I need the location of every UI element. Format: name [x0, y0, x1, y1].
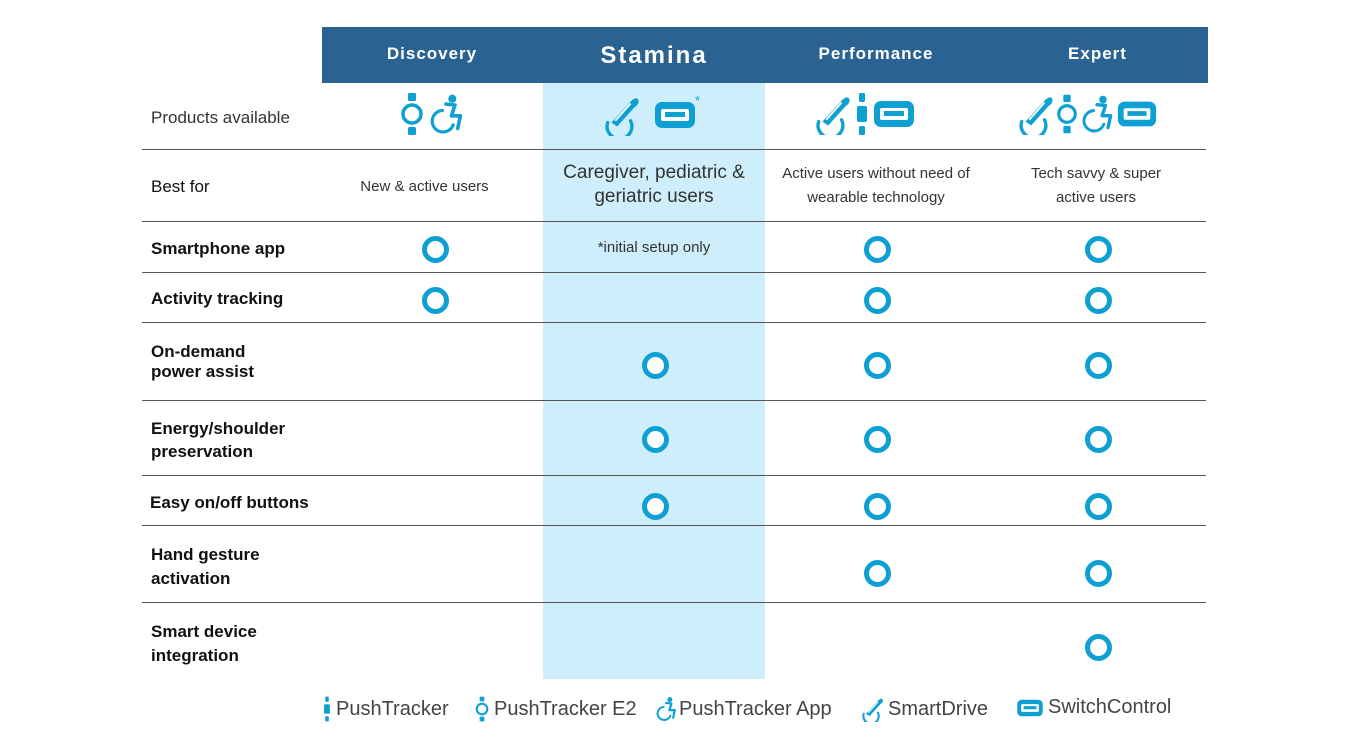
row-divider — [142, 322, 1206, 323]
stamina-highlight-column — [543, 83, 765, 679]
products-discovery — [400, 92, 464, 136]
products-expert — [1016, 92, 1158, 136]
row-label-hand-gesture: Hand gesture activation — [151, 545, 260, 588]
products-stamina — [601, 94, 697, 136]
pushtracker-icon — [856, 92, 868, 136]
pushtracker-e2-icon — [400, 92, 424, 136]
legend-label: PushTracker App — [679, 697, 832, 720]
table-header — [322, 27, 1208, 83]
stamina-asterisk: * — [695, 93, 701, 108]
row-divider — [142, 272, 1206, 273]
column-expert: Expert — [1068, 44, 1127, 63]
best-for-performance: Active users without need of wearable te… — [782, 165, 970, 206]
row-divider — [142, 602, 1206, 603]
legend-pushtracker-app: PushTracker App — [655, 696, 832, 722]
row-label-best-for: Best for — [151, 177, 210, 196]
legend-label: SwitchControl — [1048, 696, 1172, 718]
smartdrive-icon — [812, 93, 852, 135]
pushtracker-e2-icon — [1056, 92, 1078, 136]
row-divider — [142, 475, 1206, 476]
stamina-smartphone-note: *initial setup only — [597, 239, 711, 256]
row-label-on-demand: On-demand power assist — [151, 342, 254, 381]
check-performance-energy — [864, 426, 891, 453]
switchcontrol-icon — [1116, 99, 1158, 129]
pushtracker-app-icon — [428, 92, 464, 136]
smartdrive-icon — [860, 696, 884, 722]
pushtracker-e2-icon — [474, 696, 490, 722]
best-for-expert: Tech savvy & super active users — [1030, 165, 1162, 206]
check-discovery-smartphone-app — [422, 236, 449, 263]
legend-pushtracker: PushTracker — [322, 696, 449, 722]
check-stamina-on-demand — [642, 352, 669, 379]
row-label-activity-tracking: Activity tracking — [151, 289, 284, 308]
check-expert-smart-device — [1085, 634, 1112, 661]
legend-pushtracker-e2: PushTracker E2 — [474, 696, 637, 722]
products-performance — [812, 92, 916, 136]
row-label-smart-device: Smart device integration — [151, 622, 257, 665]
check-stamina-energy — [642, 426, 669, 453]
best-for-discovery: New & active users — [360, 178, 489, 195]
pushtracker-app-icon — [655, 696, 677, 722]
check-expert-on-demand — [1085, 352, 1112, 379]
check-performance-on-demand — [864, 352, 891, 379]
row-divider — [142, 221, 1206, 222]
legend-label: PushTracker — [336, 697, 449, 720]
row-label-products: Products available — [151, 108, 290, 127]
row-divider — [142, 400, 1206, 401]
switchcontrol-icon — [1016, 698, 1044, 718]
pushtracker-icon — [322, 696, 332, 722]
check-expert-smartphone-app — [1085, 236, 1112, 263]
check-expert-easy-onoff — [1085, 493, 1112, 520]
row-label-energy: Energy/shoulder preservation — [151, 419, 286, 461]
check-stamina-easy-onoff — [642, 493, 669, 520]
check-performance-activity-tracking — [864, 287, 891, 314]
row-divider — [142, 149, 1206, 150]
check-performance-easy-onoff — [864, 493, 891, 520]
smartdrive-icon — [601, 94, 641, 136]
column-discovery: Discovery — [386, 44, 478, 63]
legend-label: PushTracker E2 — [494, 697, 637, 720]
column-stamina: Stamina — [600, 42, 708, 69]
row-divider — [142, 525, 1206, 526]
smartdrive-icon — [1016, 93, 1054, 135]
pushtracker-app-icon — [1080, 92, 1114, 136]
legend-switchcontrol: SwitchControl — [1016, 696, 1171, 719]
row-label-smartphone-app: Smartphone app — [151, 239, 286, 258]
check-discovery-activity-tracking — [422, 287, 449, 314]
best-for-stamina: Caregiver, pediatric & geriatric users — [563, 162, 745, 207]
check-expert-activity-tracking — [1085, 287, 1112, 314]
column-performance: Performance — [818, 44, 934, 63]
switchcontrol-icon — [653, 100, 697, 130]
legend-smartdrive: SmartDrive — [860, 696, 988, 722]
check-performance-hand-gesture — [864, 560, 891, 587]
row-label-easy-onoff: Easy on/off buttons — [150, 493, 309, 512]
switchcontrol-icon — [872, 99, 916, 129]
check-expert-energy — [1085, 426, 1112, 453]
check-performance-smartphone-app — [864, 236, 891, 263]
legend-label: SmartDrive — [888, 697, 989, 720]
check-expert-hand-gesture — [1085, 560, 1112, 587]
